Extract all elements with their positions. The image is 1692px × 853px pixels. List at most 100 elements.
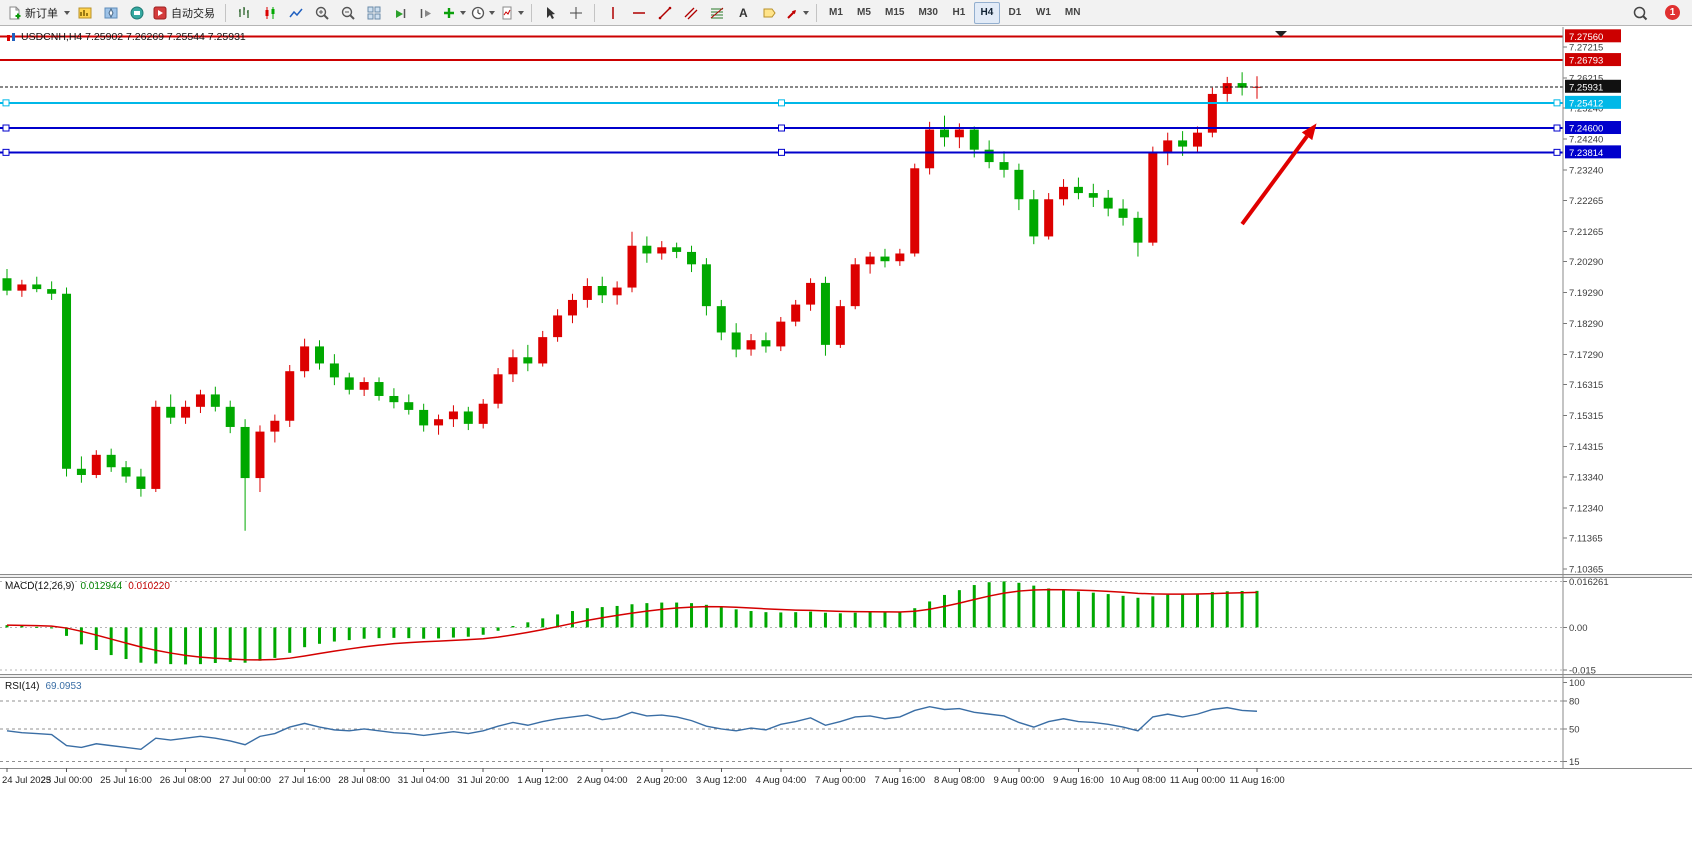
notification-badge[interactable]: 1 (1665, 5, 1680, 20)
text-icon: A (735, 5, 751, 21)
label-tool-button[interactable] (757, 2, 781, 24)
svg-text:7.19290: 7.19290 (1569, 288, 1603, 299)
zoom-in-icon (314, 5, 330, 21)
timeframe-m5-button[interactable]: M5 (857, 7, 871, 18)
fibonacci-icon (709, 5, 725, 21)
crosshair-button[interactable] (564, 2, 588, 24)
svg-text:7 Aug 16:00: 7 Aug 16:00 (874, 775, 925, 786)
timeframe-w1-button[interactable]: W1 (1035, 7, 1051, 18)
svg-text:7.26215: 7.26215 (1569, 73, 1603, 84)
periods-button[interactable] (469, 2, 496, 24)
autotrading-button[interactable]: 自动交易 (151, 2, 219, 24)
svg-text:7.27215: 7.27215 (1569, 43, 1603, 54)
navigator-icon (103, 5, 119, 21)
svg-text:0.00: 0.00 (1569, 623, 1588, 634)
svg-text:7.13340: 7.13340 (1569, 472, 1603, 483)
cursor-button[interactable] (538, 2, 562, 24)
new-order-label: 新订单 (25, 7, 58, 20)
svg-text:7.25412: 7.25412 (1569, 98, 1603, 109)
macd-panel[interactable]: 0.016261 0.00 -0.015 (0, 577, 1609, 676)
toolbar-separator (225, 3, 226, 22)
toolbar-separator (816, 3, 817, 22)
horizontal-line-tool-button[interactable] (627, 2, 651, 24)
bid-price-line: 7.25931 (0, 79, 1621, 93)
bar-chart-button[interactable] (232, 2, 256, 24)
chart-canvas[interactable]: USDCNH,H4 7.25902 7.26269 7.25544 7.2593… (0, 27, 1692, 853)
macd-label: MACD(12,26,9) 0.012944 0.010220 (5, 581, 170, 592)
hline-7.23814[interactable]: 7.23814 (0, 145, 1621, 159)
svg-text:28 Jul 08:00: 28 Jul 08:00 (338, 775, 390, 786)
vertical-line-icon (605, 5, 621, 21)
svg-text:7.24600: 7.24600 (1569, 124, 1603, 135)
chevron-down-icon (489, 10, 495, 15)
svg-text:7.10365: 7.10365 (1569, 565, 1603, 576)
navigator-button[interactable] (99, 2, 123, 24)
price-chart[interactable]: 7.27215 7.26215 7.25240 7.24240 7.23240 7.222… (0, 27, 1692, 853)
trendline-tool-button[interactable] (653, 2, 677, 24)
chart-shift-button[interactable] (414, 2, 438, 24)
svg-text:7.25931: 7.25931 (1569, 82, 1603, 93)
fibonacci-tool-button[interactable] (705, 2, 729, 24)
chart-shift-marker[interactable] (1275, 31, 1287, 37)
search-button[interactable] (1628, 2, 1652, 24)
templates-button[interactable] (498, 2, 525, 24)
svg-text:25 Jul 16:00: 25 Jul 16:00 (100, 775, 152, 786)
svg-text:24 Jul 2023: 24 Jul 2023 (2, 775, 51, 786)
hline-7.26793[interactable]: 7.26793 (0, 53, 1621, 67)
toolbar-separator (531, 3, 532, 22)
arrow-annotation[interactable] (1240, 123, 1317, 226)
timeframe-m1-button[interactable]: M1 (829, 7, 843, 18)
market-watch-button[interactable] (73, 2, 97, 24)
svg-text:7.21265: 7.21265 (1569, 227, 1603, 238)
crosshair-icon (568, 5, 584, 21)
svg-text:7.20290: 7.20290 (1569, 257, 1603, 268)
chart-shift-icon (418, 5, 434, 21)
label-tag-icon (761, 5, 777, 21)
svg-text:7.11365: 7.11365 (1569, 534, 1603, 545)
zoom-out-button[interactable] (336, 2, 360, 24)
svg-text:7.25240: 7.25240 (1569, 104, 1603, 115)
hline-7.25412[interactable]: 7.25412 (0, 95, 1621, 110)
indicators-button[interactable] (440, 2, 467, 24)
candlestick-chart-button[interactable] (258, 2, 282, 24)
svg-text:7.23814: 7.23814 (1569, 148, 1603, 159)
svg-text:31 Jul 20:00: 31 Jul 20:00 (457, 775, 509, 786)
timeframe-d1-button[interactable]: D1 (1008, 7, 1022, 18)
templates-icon (499, 5, 515, 21)
svg-text:2 Aug 20:00: 2 Aug 20:00 (636, 775, 687, 786)
search-icon (1632, 5, 1648, 21)
timeframe-mn-button[interactable]: MN (1064, 7, 1081, 18)
timeframe-m30-button[interactable]: M30 (918, 7, 938, 18)
svg-text:7.12340: 7.12340 (1569, 503, 1603, 514)
hline-7.24600[interactable]: 7.24600 (0, 121, 1621, 135)
rsi-panel[interactable]: 100 80 50 15 (0, 678, 1585, 768)
line-chart-button[interactable] (284, 2, 308, 24)
text-tool-button[interactable]: A (731, 2, 755, 24)
vertical-line-tool-button[interactable] (601, 2, 625, 24)
indicators-icon (441, 5, 457, 21)
auto-scroll-button[interactable] (388, 2, 412, 24)
arrows-shapes-button[interactable] (783, 2, 810, 24)
auto-scroll-icon (392, 5, 408, 21)
svg-text:31 Jul 04:00: 31 Jul 04:00 (398, 775, 450, 786)
svg-text:9 Aug 00:00: 9 Aug 00:00 (994, 775, 1045, 786)
candles-layer[interactable] (2, 72, 1262, 531)
price-axis[interactable]: 7.27215 7.26215 7.25240 7.24240 7.23240 7.222… (1563, 43, 1603, 576)
svg-text:25 Jul 00:00: 25 Jul 00:00 (41, 775, 93, 786)
timeframe-h4-button[interactable]: H4 (973, 1, 1000, 24)
tile-windows-button[interactable] (362, 2, 386, 24)
zoom-in-button[interactable] (310, 2, 334, 24)
zoom-out-icon (340, 5, 356, 21)
timeframe-h1-button[interactable]: H1 (952, 7, 966, 18)
channel-tool-button[interactable] (679, 2, 703, 24)
new-order-button[interactable]: 新订单 (5, 2, 71, 24)
chart-window-title: USDCNH,H4 7.25902 7.26269 7.25544 7.2593… (6, 31, 246, 43)
timeframe-m15-button[interactable]: M15 (885, 7, 905, 18)
trendline-icon (657, 5, 673, 21)
terminal-button[interactable] (125, 2, 149, 24)
hline-7.27560[interactable]: 7.27560 (0, 29, 1621, 43)
candlestick-chart-icon (262, 5, 278, 21)
svg-text:11 Aug 00:00: 11 Aug 00:00 (1170, 775, 1225, 786)
svg-text:7 Aug 00:00: 7 Aug 00:00 (815, 775, 866, 786)
